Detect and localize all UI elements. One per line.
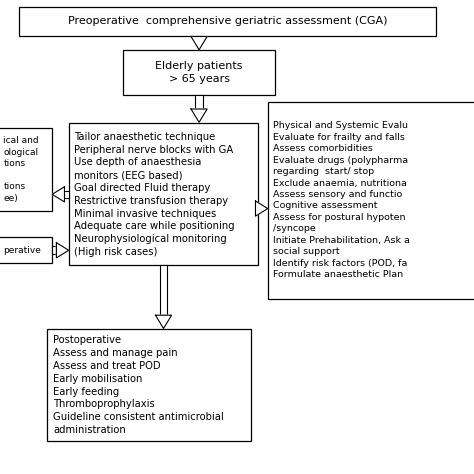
Bar	[123, 50, 275, 95]
Bar	[160, 265, 167, 315]
Text: ical and
ological
tions

tions
ee): ical and ological tions tions ee)	[3, 137, 39, 202]
Polygon shape	[191, 109, 207, 122]
Text: Tailor anaesthetic technique
Peripheral nerve blocks with GA
Use depth of anaest: Tailor anaesthetic technique Peripheral …	[74, 132, 235, 257]
Text: Elderly patients
> 65 years: Elderly patients > 65 years	[155, 61, 243, 84]
Polygon shape	[56, 243, 69, 258]
Bar	[52, 246, 56, 254]
Bar	[255, 205, 258, 212]
Text: Physical and Systemic Evalu
Evaluate for frailty and falls 
Assess comorbidities: Physical and Systemic Evalu Evaluate for…	[273, 121, 410, 279]
Text: Postoperative
Assess and manage pain
Assess and treat POD
Early mobilisation
Ear: Postoperative Assess and manage pain Ass…	[53, 335, 224, 435]
Bar	[0, 128, 52, 211]
Bar	[69, 123, 258, 265]
Text: perative: perative	[3, 246, 41, 255]
Bar	[19, 7, 436, 36]
Bar	[47, 329, 251, 441]
Polygon shape	[155, 315, 172, 328]
Text: Preoperative  comprehensive geriatric assessment (CGA): Preoperative comprehensive geriatric ass…	[68, 16, 387, 27]
Polygon shape	[255, 201, 268, 216]
Bar	[268, 102, 474, 299]
Bar	[195, 95, 203, 109]
Bar	[0, 237, 52, 263]
Polygon shape	[191, 36, 207, 50]
Polygon shape	[52, 187, 64, 202]
Bar	[64, 191, 69, 198]
